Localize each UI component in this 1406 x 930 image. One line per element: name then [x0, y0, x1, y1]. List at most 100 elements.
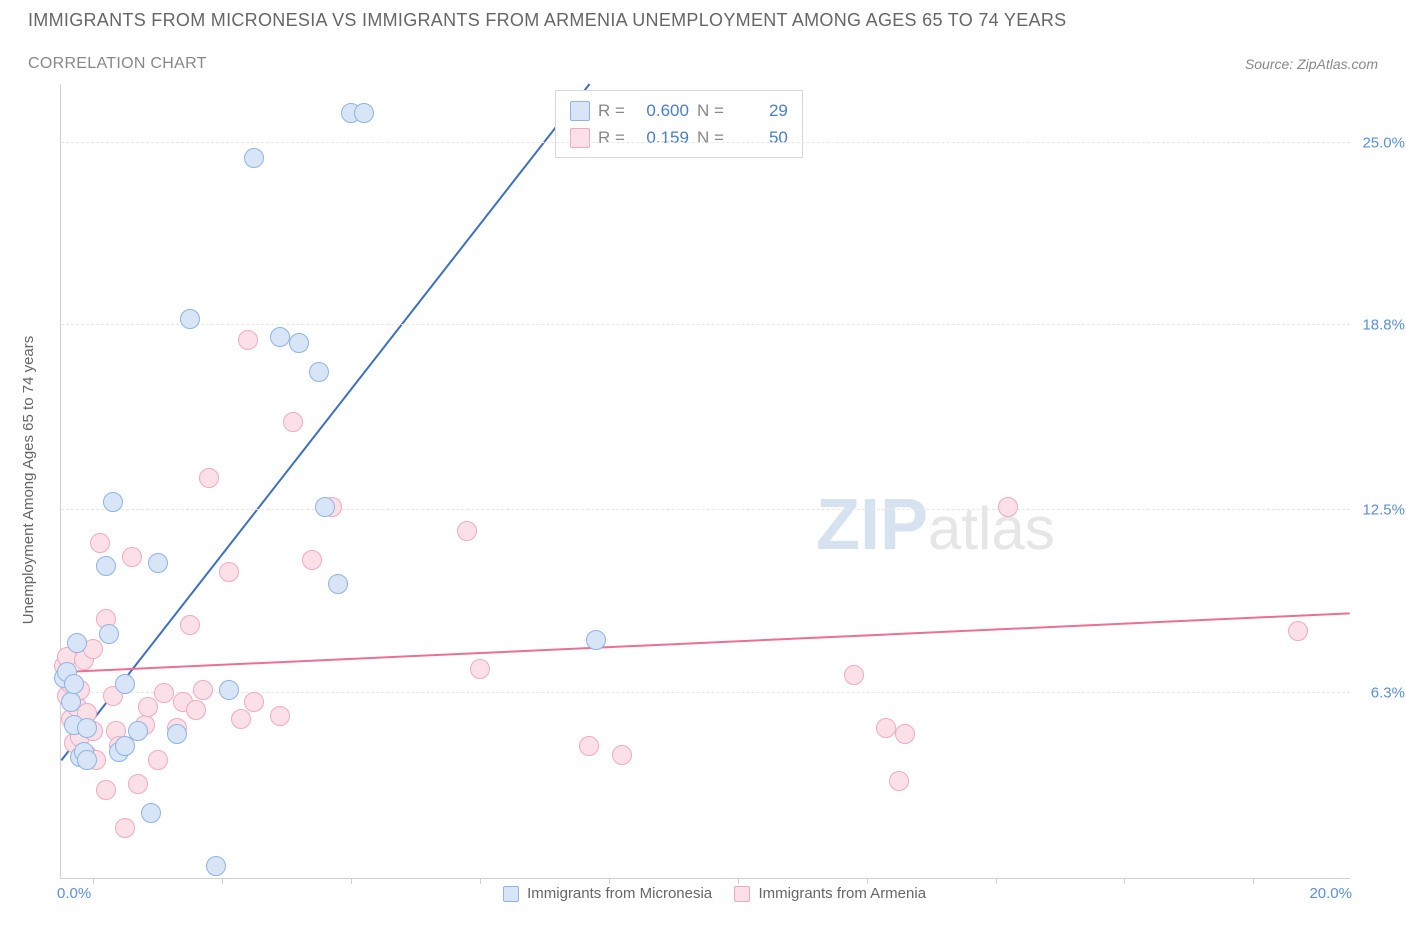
y-axis-label: Unemployment Among Ages 65 to 74 years: [20, 336, 37, 625]
scatter-point-micronesia: [64, 674, 84, 694]
scatter-point-armenia: [457, 521, 477, 541]
y-tick-label: 12.5%: [1362, 502, 1405, 519]
x-tick: [1124, 878, 1125, 884]
scatter-point-armenia: [199, 468, 219, 488]
n-value-armenia: 50: [732, 124, 788, 151]
scatter-point-armenia: [128, 774, 148, 794]
r-value-micronesia: 0.600: [633, 97, 689, 124]
scatter-point-armenia: [844, 665, 864, 685]
n-label: N =: [697, 97, 724, 124]
scatter-point-armenia: [115, 818, 135, 838]
scatter-point-armenia: [122, 547, 142, 567]
watermark-zip: ZIP: [816, 485, 928, 565]
subtitle-row: CORRELATION CHART Source: ZipAtlas.com: [28, 55, 1378, 73]
swatch-armenia: [570, 128, 590, 148]
scatter-point-armenia: [231, 709, 251, 729]
legend-swatch-armenia: [734, 886, 750, 902]
scatter-point-micronesia: [103, 492, 123, 512]
chart-title: IMMIGRANTS FROM MICRONESIA VS IMMIGRANTS…: [28, 10, 1066, 31]
x-tick: [996, 878, 997, 884]
scatter-point-armenia: [138, 697, 158, 717]
bottom-legend: Immigrants from Micronesia Immigrants fr…: [61, 885, 1350, 902]
scatter-point-armenia: [90, 533, 110, 553]
scatter-point-armenia: [193, 680, 213, 700]
source-name: ZipAtlas.com: [1297, 56, 1378, 72]
correlation-scatter-plot: ZIPatlas R = 0.600 N = 29 R = 0.159 N = …: [60, 84, 1350, 879]
scatter-point-armenia: [1288, 621, 1308, 641]
scatter-point-armenia: [148, 750, 168, 770]
gridline: [61, 509, 1350, 510]
x-tick: [1253, 878, 1254, 884]
scatter-point-micronesia: [61, 692, 81, 712]
scatter-point-micronesia: [99, 624, 119, 644]
scatter-point-micronesia: [219, 680, 239, 700]
scatter-point-armenia: [302, 550, 322, 570]
scatter-point-micronesia: [67, 633, 87, 653]
scatter-point-armenia: [238, 330, 258, 350]
scatter-point-micronesia: [167, 724, 187, 744]
scatter-point-armenia: [998, 497, 1018, 517]
swatch-micronesia: [570, 101, 590, 121]
scatter-point-armenia: [186, 700, 206, 720]
scatter-point-micronesia: [244, 148, 264, 168]
scatter-point-armenia: [180, 615, 200, 635]
r-label: R =: [598, 124, 625, 151]
r-value-armenia: 0.159: [633, 124, 689, 151]
zipatlas-watermark: ZIPatlas: [816, 484, 1055, 566]
scatter-point-armenia: [895, 724, 915, 744]
scatter-point-micronesia: [141, 803, 161, 823]
watermark-atlas: atlas: [928, 495, 1055, 562]
source-prefix: Source:: [1245, 56, 1297, 72]
scatter-point-armenia: [579, 736, 599, 756]
scatter-point-armenia: [876, 718, 896, 738]
trend-lines-layer: [61, 84, 1350, 878]
gridline: [61, 324, 1350, 325]
scatter-point-micronesia: [77, 718, 97, 738]
legend-swatch-micronesia: [503, 886, 519, 902]
x-tick: [867, 878, 868, 884]
scatter-point-armenia: [270, 706, 290, 726]
x-tick: [222, 878, 223, 884]
scatter-point-micronesia: [128, 721, 148, 741]
scatter-point-armenia: [154, 683, 174, 703]
scatter-point-armenia: [96, 780, 116, 800]
scatter-point-armenia: [219, 562, 239, 582]
scatter-point-micronesia: [148, 553, 168, 573]
x-tick: [351, 878, 352, 884]
n-label: N =: [697, 124, 724, 151]
legend-label-micronesia: Immigrants from Micronesia: [527, 885, 712, 902]
x-tick: [738, 878, 739, 884]
scatter-point-micronesia: [315, 497, 335, 517]
scatter-point-armenia: [470, 659, 490, 679]
trend-line-micronesia: [61, 84, 589, 760]
y-tick-label: 25.0%: [1362, 134, 1405, 151]
stats-row-armenia: R = 0.159 N = 50: [570, 124, 788, 151]
trend-line-armenia: [61, 613, 1349, 672]
scatter-point-micronesia: [328, 574, 348, 594]
chart-subtitle: CORRELATION CHART: [28, 55, 207, 73]
scatter-point-armenia: [283, 412, 303, 432]
scatter-point-armenia: [889, 771, 909, 791]
y-tick-label: 18.8%: [1362, 317, 1405, 334]
scatter-point-micronesia: [180, 309, 200, 329]
scatter-point-armenia: [612, 745, 632, 765]
y-tick-label: 6.3%: [1371, 684, 1405, 701]
legend-label-armenia: Immigrants from Armenia: [759, 885, 927, 902]
x-tick: [93, 878, 94, 884]
scatter-point-micronesia: [206, 856, 226, 876]
stats-row-micronesia: R = 0.600 N = 29: [570, 97, 788, 124]
scatter-point-micronesia: [586, 630, 606, 650]
scatter-point-micronesia: [354, 103, 374, 123]
scatter-point-micronesia: [77, 750, 97, 770]
scatter-point-armenia: [244, 692, 264, 712]
gridline: [61, 142, 1350, 143]
x-tick: [480, 878, 481, 884]
correlation-stats-box: R = 0.600 N = 29 R = 0.159 N = 50: [555, 90, 803, 158]
scatter-point-micronesia: [289, 333, 309, 353]
scatter-point-micronesia: [270, 327, 290, 347]
scatter-point-micronesia: [96, 556, 116, 576]
n-value-micronesia: 29: [732, 97, 788, 124]
x-tick: [609, 878, 610, 884]
scatter-point-micronesia: [309, 362, 329, 382]
r-label: R =: [598, 97, 625, 124]
